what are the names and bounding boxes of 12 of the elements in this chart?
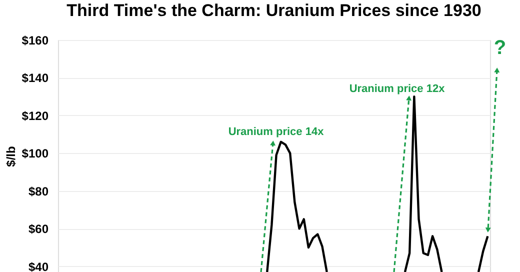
y-axis-title: $/lb [4, 146, 18, 167]
text: ? [494, 37, 506, 59]
y-tick-label: $120 [22, 108, 49, 123]
y-tick-label: $100 [22, 146, 49, 161]
annotation: Uranium price 12x [349, 83, 446, 95]
chart-title: Third Time's the Charm: Uranium Prices since 1930 [66, 1, 482, 20]
y-tick-label: $80 [28, 184, 49, 198]
annotation: Uranium price 14x [228, 126, 325, 138]
y-tick-label: $140 [22, 71, 49, 86]
y-tick-label: $40 [28, 260, 49, 272]
y-tick-label: $60 [28, 222, 49, 236]
y-tick-label: $160 [22, 34, 49, 48]
